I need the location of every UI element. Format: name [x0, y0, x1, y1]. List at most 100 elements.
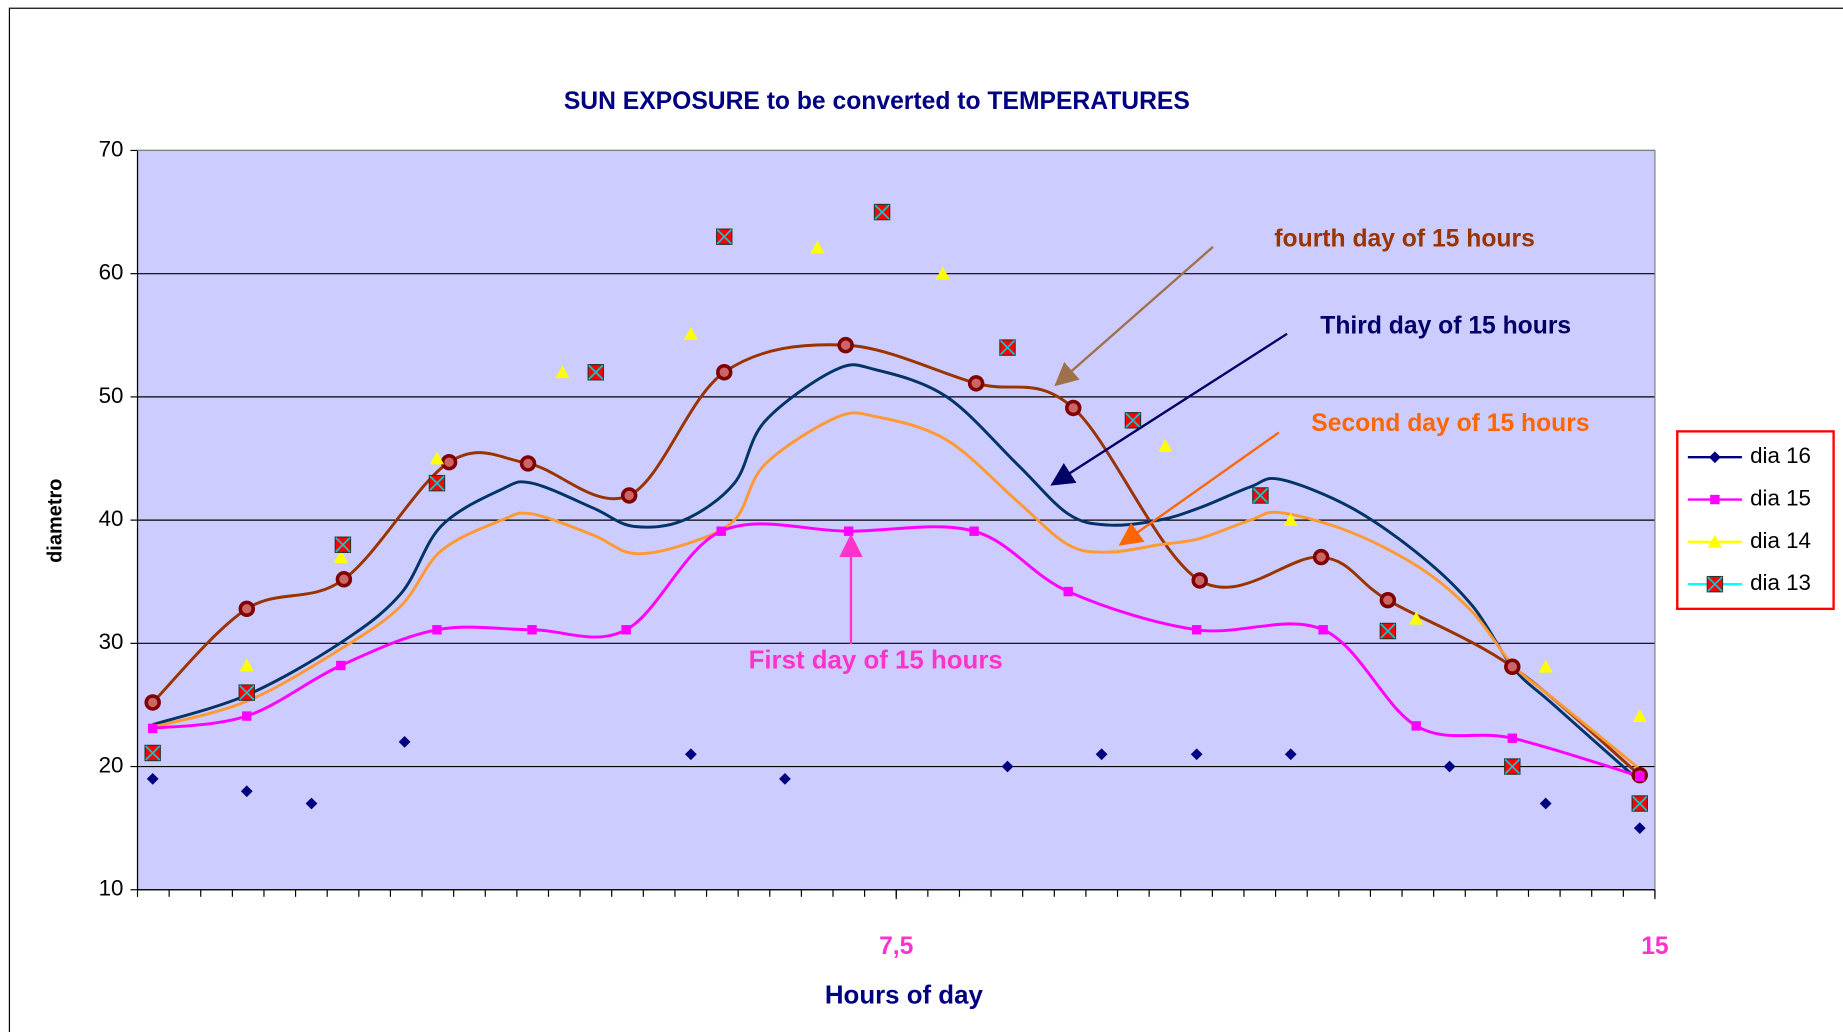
point: [334, 536, 352, 553]
annotation: Third day of 15 hours: [1320, 312, 1571, 339]
y-axis-label: diametro: [45, 479, 67, 563]
point: [967, 375, 985, 392]
point: [1707, 534, 1722, 548]
point: [1001, 760, 1014, 773]
point: [1284, 748, 1297, 761]
point: [1538, 659, 1553, 673]
y-tick-label: 20: [99, 752, 124, 777]
point: [440, 453, 458, 471]
point-cross: [239, 684, 255, 701]
point: [1379, 591, 1397, 609]
y-tick-label: 40: [99, 506, 124, 531]
point: [335, 571, 353, 588]
chart-title: SUN EXPOSURE to be converted to TEMPERAT…: [564, 88, 1190, 115]
point: [969, 526, 979, 536]
point: [146, 772, 159, 785]
legend-label: dia 15: [1750, 485, 1811, 510]
curve: [152, 363, 1641, 783]
point: [1443, 760, 1456, 773]
point: [620, 487, 638, 504]
point: [1252, 487, 1269, 504]
legend: [1676, 430, 1835, 611]
x-tick-label: 15: [1641, 933, 1669, 960]
point: [1504, 658, 1521, 675]
point: [1709, 451, 1721, 464]
point-cross: [999, 339, 1016, 356]
annotation-arrow: [1054, 245, 1214, 387]
annotation: First day of 15 hours: [749, 647, 1003, 675]
point-cross: [1504, 758, 1520, 775]
point: [527, 625, 537, 635]
point: [1411, 721, 1421, 731]
point: [1633, 822, 1646, 835]
point-cross: [1252, 487, 1269, 504]
annotation-arrow: [1118, 431, 1280, 546]
x-axis-label: Hours of day: [825, 982, 984, 1010]
point: [1507, 733, 1518, 743]
curve: [152, 522, 1641, 778]
point: [999, 339, 1016, 356]
point: [336, 660, 346, 671]
x-tick-label: 7,5: [879, 933, 914, 960]
point: [1318, 625, 1328, 635]
point: [428, 474, 446, 492]
point: [398, 736, 411, 748]
y-tick-label: 30: [99, 629, 124, 654]
point: [1191, 625, 1202, 635]
legend-label: dia 16: [1750, 443, 1811, 468]
legend-label: dia 14: [1750, 528, 1811, 553]
point: [716, 364, 733, 381]
point: [716, 526, 726, 536]
point: [1283, 513, 1298, 526]
point: [873, 203, 891, 221]
point: [144, 744, 161, 762]
point: [1706, 575, 1724, 593]
annotation: Second day of 15 hours: [1311, 410, 1589, 437]
point-cross: [1632, 795, 1648, 812]
curve: [152, 411, 1641, 771]
point: [238, 684, 256, 701]
annotation-arrow: [1050, 332, 1288, 486]
point: [810, 240, 825, 254]
y-tick-label: 10: [99, 876, 124, 901]
point: [1158, 439, 1173, 453]
point-cross: [588, 364, 604, 380]
point: [147, 723, 158, 734]
point: [239, 658, 254, 672]
point: [843, 526, 854, 536]
point: [1504, 758, 1521, 775]
point: [1095, 748, 1108, 761]
point: [1409, 611, 1424, 625]
point: [935, 266, 950, 280]
point: [684, 748, 697, 761]
y-tick-label: 70: [99, 136, 124, 161]
point: [238, 600, 256, 618]
point: [1312, 548, 1330, 566]
point-cross: [335, 537, 351, 553]
point: [1379, 622, 1397, 640]
annotation: fourth day of 15 hours: [1274, 225, 1534, 252]
point: [837, 336, 854, 354]
point: [555, 365, 570, 379]
legend-label: dia 13: [1750, 570, 1811, 595]
point: [621, 625, 631, 635]
point-cross: [1125, 412, 1141, 428]
point-cross: [429, 475, 445, 491]
point: [144, 694, 161, 711]
point-cross: [1707, 576, 1723, 592]
point: [1190, 748, 1203, 761]
point: [1539, 797, 1552, 810]
point: [240, 785, 253, 798]
point: [1710, 494, 1720, 505]
point: [1124, 412, 1142, 429]
point: [242, 711, 252, 721]
point: [432, 625, 442, 635]
point: [333, 550, 348, 563]
point-cross: [716, 229, 732, 245]
point-cross: [874, 204, 890, 220]
point: [1631, 795, 1648, 812]
y-tick-label: 50: [99, 383, 124, 408]
point: [1632, 708, 1647, 722]
point-cross: [1380, 623, 1396, 639]
